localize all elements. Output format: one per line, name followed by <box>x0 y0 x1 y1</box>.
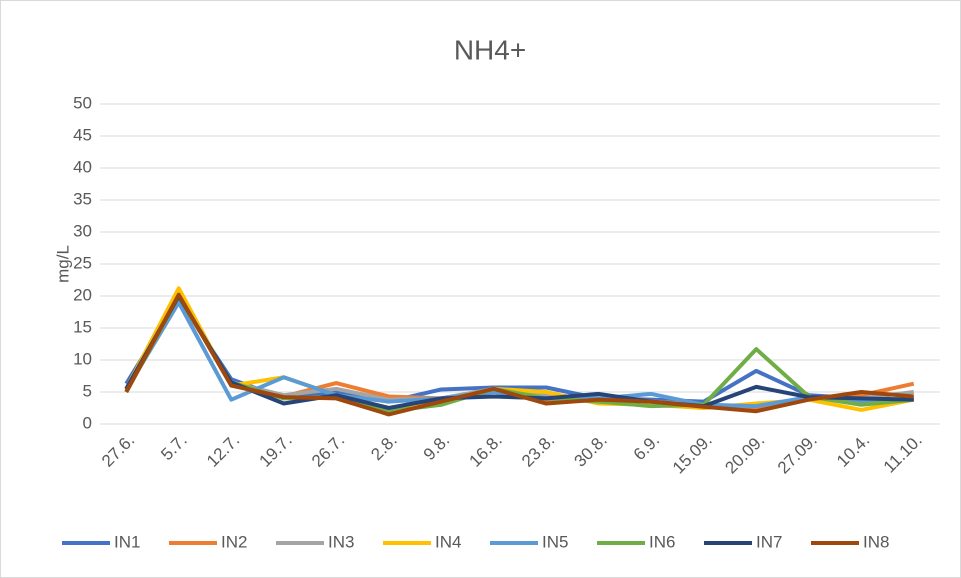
y-tick-label: 45 <box>73 125 92 144</box>
legend-label: IN3 <box>328 532 354 551</box>
legend-label: IN7 <box>756 532 782 551</box>
legend-label: IN5 <box>542 532 568 551</box>
y-tick-label: 15 <box>73 317 92 336</box>
chart-title: NH4+ <box>454 34 526 65</box>
y-tick-label: 5 <box>83 381 92 400</box>
legend-label: IN2 <box>221 532 247 551</box>
y-tick-label: 35 <box>73 189 92 208</box>
series-line <box>124 292 914 417</box>
y-tick-label: 10 <box>73 349 92 368</box>
y-tick-label: 30 <box>73 221 92 240</box>
legend-label: IN8 <box>863 532 889 551</box>
y-tick-label: 0 <box>83 413 92 432</box>
y-tick-label: 25 <box>73 253 92 272</box>
y-axis-label: mg/L <box>53 245 72 283</box>
y-tick-label: 50 <box>73 93 92 112</box>
legend-label: IN4 <box>435 532 461 551</box>
y-tick-label: 20 <box>73 285 92 304</box>
legend-label: IN6 <box>649 532 675 551</box>
y-tick-label: 40 <box>73 157 92 176</box>
legend-label: IN1 <box>114 532 140 551</box>
